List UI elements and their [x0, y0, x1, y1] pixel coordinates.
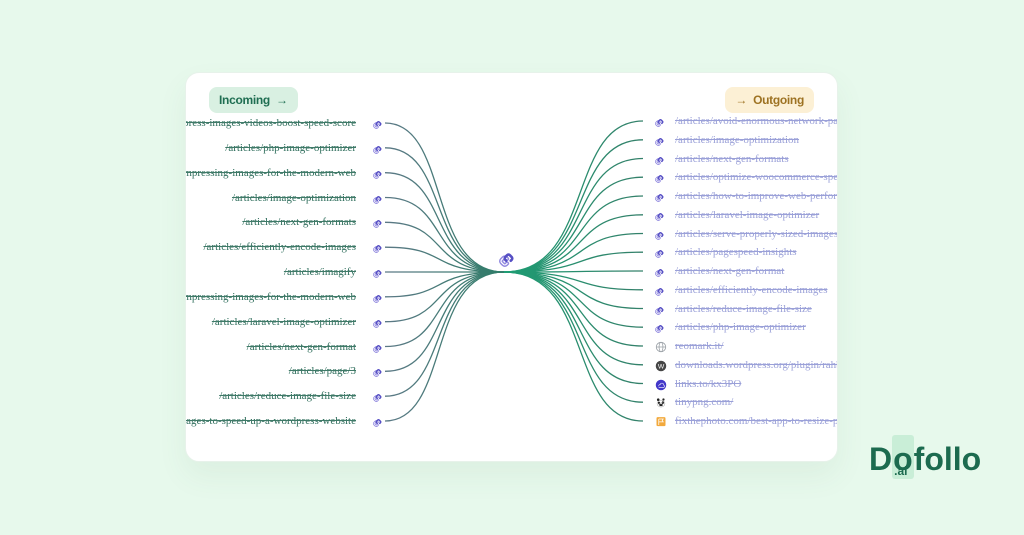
svg-text:W: W — [658, 363, 665, 370]
